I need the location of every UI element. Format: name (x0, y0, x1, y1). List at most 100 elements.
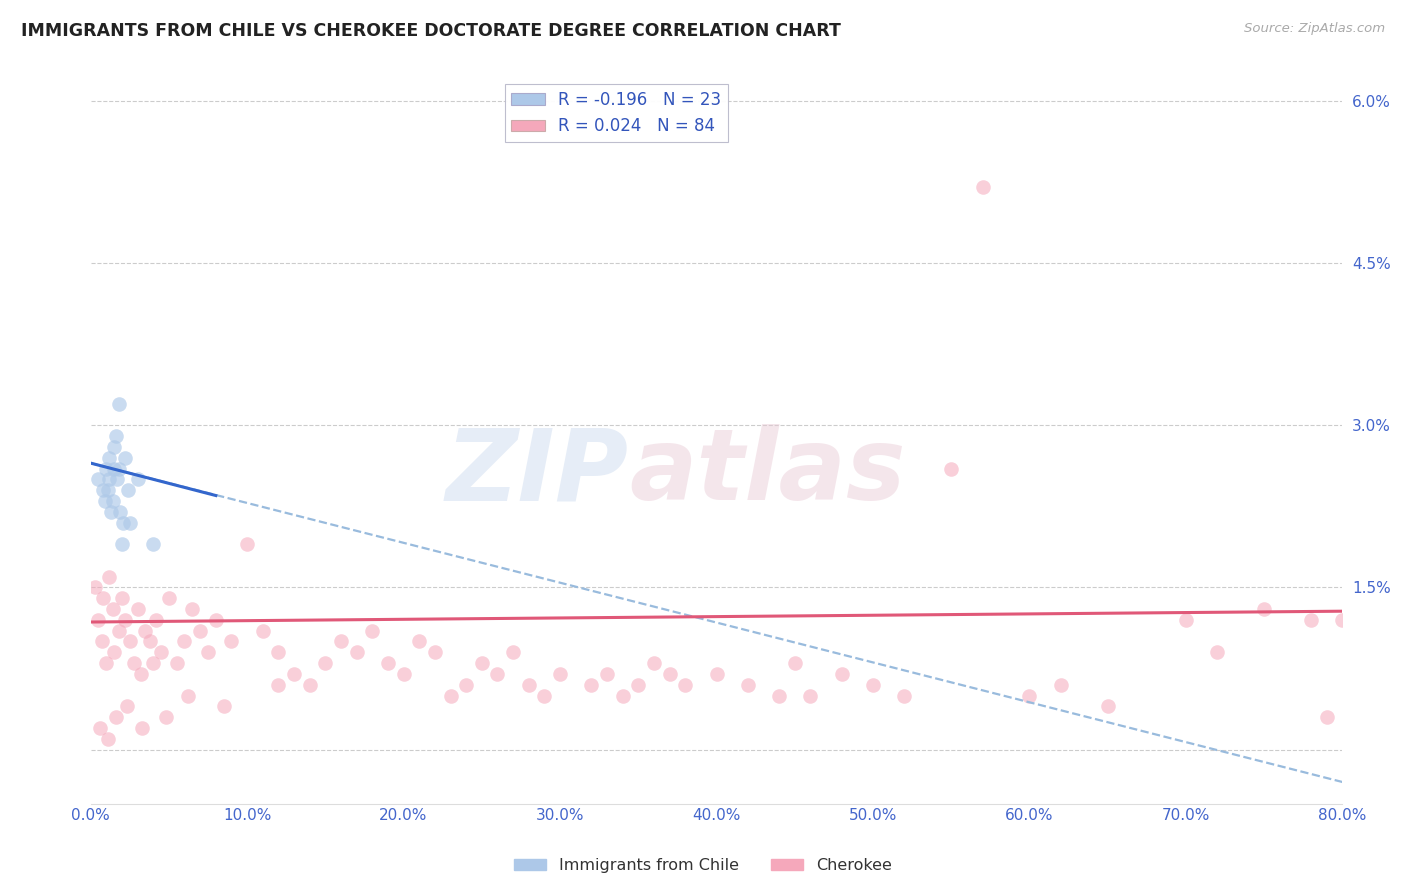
Point (221, 634, 243, 648)
Point (84, 581, 107, 595)
Point (98, 472, 121, 486)
Point (139, 634, 162, 648)
Point (157, 591, 180, 606)
Point (893, 689, 915, 703)
Point (118, 516, 141, 530)
Point (127, 472, 149, 486)
Text: Source: ZipAtlas.com: Source: ZipAtlas.com (1244, 22, 1385, 36)
Point (91, 591, 114, 606)
Point (204, 613, 226, 627)
Point (103, 461, 125, 475)
Point (972, 180, 994, 194)
Point (107, 624, 129, 638)
Point (658, 666, 681, 681)
Point (799, 689, 821, 703)
Point (89, 721, 111, 735)
Point (408, 634, 430, 648)
Point (107, 397, 129, 411)
Point (212, 699, 235, 714)
Point (706, 666, 728, 681)
Point (330, 634, 353, 648)
Point (197, 645, 219, 659)
Point (150, 645, 173, 659)
Point (533, 689, 555, 703)
Point (129, 666, 152, 681)
Point (236, 537, 259, 551)
Point (111, 591, 134, 606)
Point (91, 483, 114, 497)
Point (783, 656, 806, 670)
Point (298, 678, 321, 692)
Point (596, 666, 619, 681)
Point (346, 645, 368, 659)
Point (142, 537, 165, 551)
Point (768, 689, 790, 703)
Point (941, 461, 963, 475)
Point (627, 678, 650, 692)
Point (96, 461, 118, 475)
Point (97, 731, 120, 746)
Point (103, 645, 125, 659)
Point (1049, 678, 1071, 692)
Point (1253, 602, 1275, 616)
Point (502, 645, 524, 659)
Point (188, 624, 211, 638)
Point (117, 483, 139, 497)
Point (87, 613, 110, 627)
Point (862, 678, 884, 692)
Point (1018, 689, 1040, 703)
Point (439, 689, 461, 703)
Point (267, 645, 290, 659)
Point (104, 429, 127, 443)
Point (103, 440, 125, 454)
Point (107, 461, 129, 475)
Point (111, 537, 134, 551)
Text: ZIP: ZIP (446, 425, 628, 521)
Point (267, 678, 290, 692)
Point (87, 472, 110, 486)
Point (456, 678, 478, 692)
Point (176, 689, 198, 703)
Point (93, 494, 115, 508)
Point (1331, 613, 1354, 627)
Point (104, 710, 127, 724)
Point (737, 678, 759, 692)
Point (97, 483, 120, 497)
Point (105, 472, 128, 486)
Point (392, 666, 415, 681)
Point (612, 689, 634, 703)
Point (283, 666, 305, 681)
Point (96, 656, 118, 670)
Point (643, 656, 665, 670)
Point (1301, 613, 1323, 627)
Point (131, 721, 153, 735)
Point (548, 666, 571, 681)
Point (115, 699, 138, 714)
Point (98, 450, 121, 465)
Point (166, 656, 188, 670)
Point (252, 624, 274, 638)
Text: IMMIGRANTS FROM CHILE VS CHEROKEE DOCTORATE DEGREE CORRELATION CHART: IMMIGRANTS FROM CHILE VS CHEROKEE DOCTOR… (21, 22, 841, 40)
Point (423, 645, 446, 659)
Point (181, 602, 204, 616)
Point (114, 613, 136, 627)
Point (114, 450, 136, 465)
Point (142, 656, 165, 670)
Point (1316, 710, 1339, 724)
Point (110, 505, 132, 519)
Point (127, 602, 149, 616)
Point (471, 656, 494, 670)
Text: atlas: atlas (628, 425, 905, 521)
Point (1174, 613, 1197, 627)
Point (173, 634, 195, 648)
Point (118, 634, 141, 648)
Point (124, 656, 146, 670)
Point (314, 656, 336, 670)
Legend: Immigrants from Chile, Cherokee: Immigrants from Chile, Cherokee (508, 852, 898, 880)
Point (90, 634, 112, 648)
Point (1097, 699, 1119, 714)
Point (486, 666, 509, 681)
Point (1206, 645, 1229, 659)
Point (101, 602, 124, 616)
Point (517, 678, 540, 692)
